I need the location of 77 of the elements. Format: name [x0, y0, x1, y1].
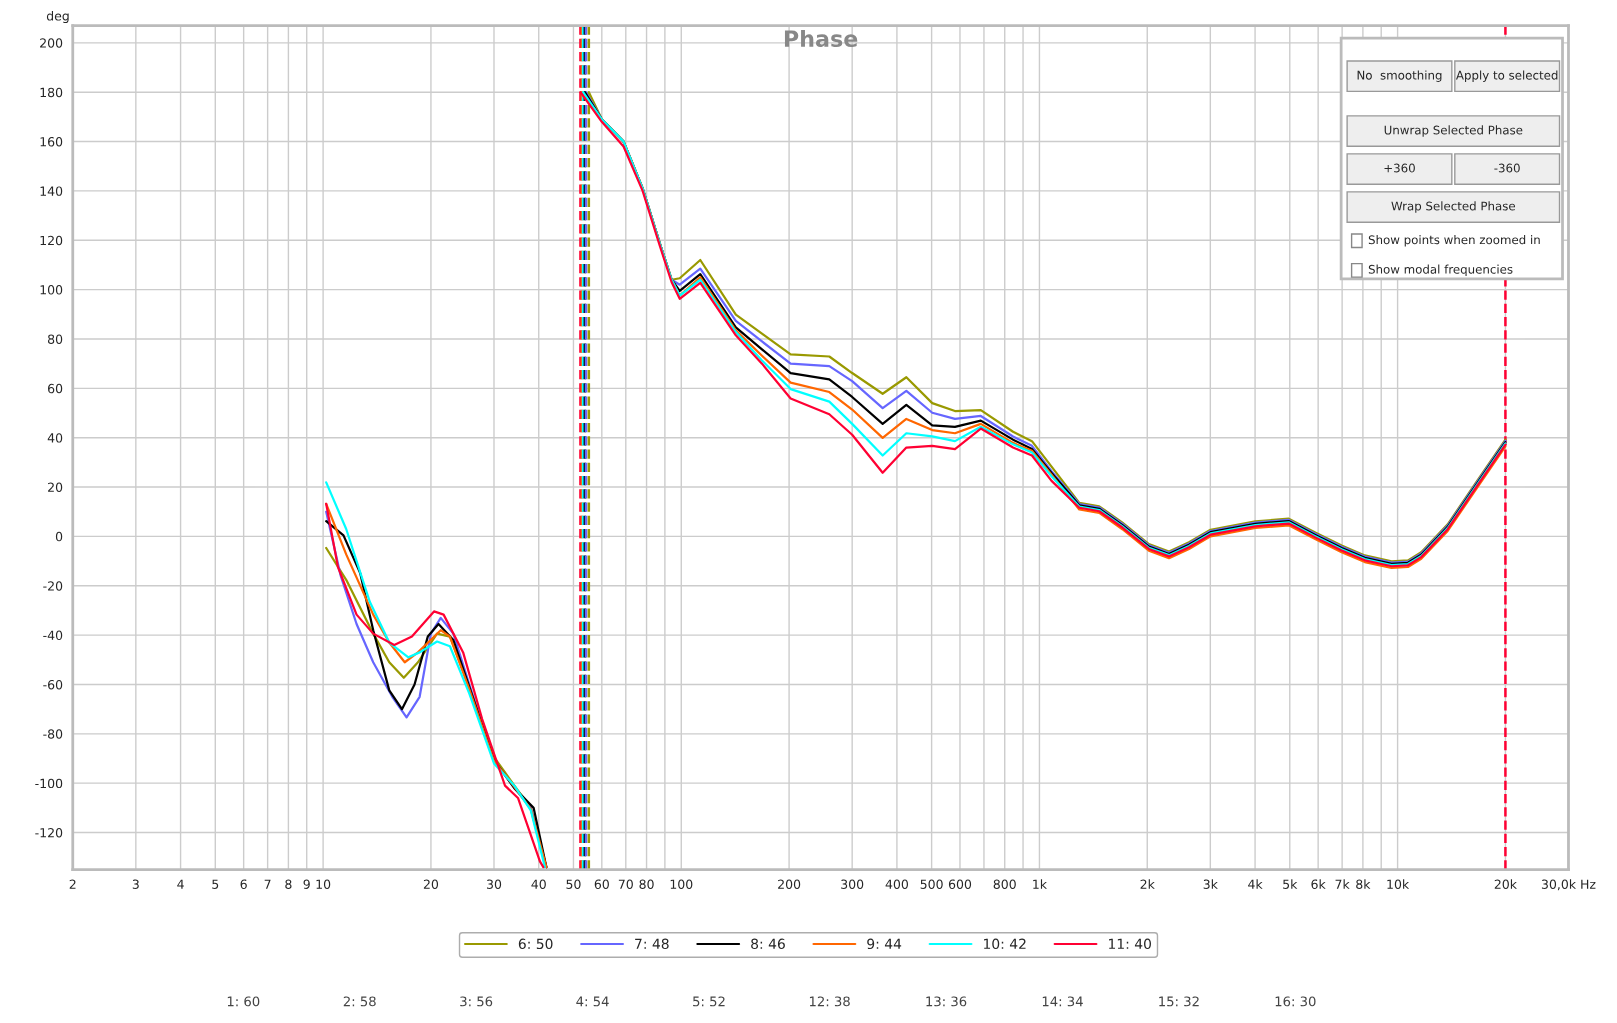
x-tick-label: 4 [177, 879, 184, 889]
x-tick-label: 4k [1248, 879, 1263, 889]
x-tick-label: 9 [303, 879, 310, 889]
legend-label: 7: 48 [635, 938, 669, 950]
y-tick-label: 80 [47, 334, 63, 344]
annotation: Wrap Selected Phase [1391, 201, 1516, 213]
x-tick-label: 2k [1140, 879, 1155, 889]
legend-label: 6: 50 [518, 938, 553, 950]
x-tick-label: 2 [69, 879, 76, 889]
annotation: Show modal frequencies [1368, 264, 1513, 277]
legend-label: 11: 40 [1109, 938, 1151, 950]
x-tick-label: 400 [885, 879, 909, 889]
x-tick-label: 80 [639, 879, 654, 889]
x-tick-label: 200 [778, 879, 801, 889]
annotation: Apply to selected [1456, 70, 1558, 82]
x-tick-label: 60 [594, 879, 609, 889]
x-tick-label: 7 [264, 879, 271, 889]
x-tick-label: 1k [1033, 879, 1047, 889]
x-tick-label: 30 [487, 879, 502, 889]
legend-label: 8: 46 [751, 938, 785, 950]
annotation: No smoothing [1357, 70, 1442, 82]
y-tick-label: 200 [40, 38, 63, 48]
x-tick-label: 8 [285, 879, 292, 889]
x-tick-label: 10k [1387, 879, 1410, 889]
x-tick-label: 800 [993, 879, 1016, 889]
text: 12: 38 [809, 996, 850, 1007]
y-tick-label: 140 [40, 186, 63, 196]
annotation: -360 [1494, 163, 1520, 173]
x-tick-label: 300 [841, 879, 864, 889]
x-tick-label: 70 [618, 879, 633, 889]
annotation: Show points when zoomed in [1368, 235, 1540, 247]
text: 15: 32 [1159, 996, 1199, 1007]
y-tick-label: -100 [35, 778, 63, 789]
x-tick-label: 40 [531, 879, 546, 889]
y-tick-label: -80 [43, 729, 63, 739]
x-tick-label: 8k [1356, 879, 1371, 889]
x-tick-label: 20 [423, 879, 439, 889]
x-tick-label: 600 [948, 879, 972, 889]
x-tick-label: 6 [240, 879, 247, 889]
annotation: Unwrap Selected Phase [1384, 125, 1523, 137]
annotation: +360 [1384, 163, 1415, 173]
x-tick-label: 6k [1311, 879, 1326, 889]
text: 4: 54 [576, 996, 609, 1007]
y-tick-label: 60 [48, 383, 63, 394]
y-tick-label: 40 [47, 433, 63, 443]
y-tick-label: 20 [48, 482, 63, 492]
x-tick-label: 20k [1494, 879, 1517, 889]
x-tick-label: 10 [316, 879, 331, 889]
y-tick-label: 180 [40, 87, 63, 98]
y-axis-title: deg [46, 10, 69, 24]
text: 16: 30 [1275, 996, 1316, 1007]
text: 3: 56 [460, 996, 493, 1007]
x-tick-label: 500 [920, 879, 943, 889]
x-tick-label: 7k [1335, 879, 1350, 889]
text: 13: 36 [926, 996, 967, 1007]
y-tick-label: -20 [43, 581, 63, 591]
chart-title: Phase [784, 29, 858, 48]
y-tick-label: -40 [43, 630, 63, 641]
y-tick-label: -120 [35, 828, 63, 838]
legend-label: 10: 42 [984, 938, 1026, 950]
x-tick-label: 3k [1203, 879, 1218, 889]
x-tick-label: 3 [132, 879, 139, 889]
y-tick-label: 160 [40, 137, 63, 147]
text: 5: 52 [693, 996, 725, 1007]
x-tick-label: 5 [212, 879, 219, 889]
y-tick-label: 120 [40, 235, 63, 246]
x-tick-label: 30,0k Hz [1541, 879, 1596, 891]
legend-label: 9: 44 [867, 938, 902, 950]
text: 14: 34 [1042, 996, 1083, 1007]
y-tick-label: 0 [55, 531, 63, 542]
text: 1: 60 [227, 996, 260, 1007]
x-tick-label: 100 [670, 879, 693, 889]
y-tick-label: 100 [40, 285, 63, 295]
x-tick-label: 50 [566, 879, 581, 889]
text: 2: 58 [343, 996, 376, 1007]
y-tick-label: -60 [43, 679, 63, 690]
x-tick-label: 5k [1283, 879, 1298, 889]
